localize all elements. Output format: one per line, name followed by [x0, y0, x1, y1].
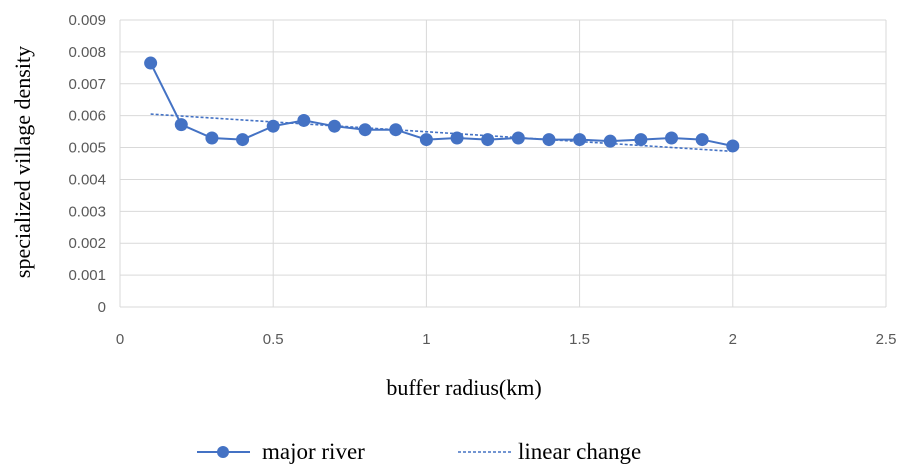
x-axis-title: buffer radius(km)	[386, 375, 541, 400]
y-tick-label: 0.001	[68, 267, 106, 284]
x-tick-label: 2	[729, 331, 737, 348]
data-point-major-river	[695, 133, 709, 147]
data-point-major-river	[603, 134, 617, 148]
data-point-major-river	[450, 131, 464, 145]
data-point-major-river	[266, 119, 280, 133]
y-tick-label: 0.007	[68, 76, 106, 93]
data-point-major-river	[389, 123, 403, 137]
y-tick-label: 0.006	[68, 108, 106, 125]
data-point-major-river	[481, 133, 495, 147]
x-tick-label: 0.5	[263, 331, 284, 348]
data-point-major-river	[358, 123, 372, 137]
y-axis-title: specialized village density	[10, 46, 35, 278]
y-tick-label: 0.004	[68, 171, 106, 188]
legend-major-river-marker	[217, 446, 229, 458]
y-tick-labels: 0 0.001 0.002 0.003 0.004 0.005 0.006 0.007 0.00…	[68, 12, 106, 316]
data-point-major-river	[542, 133, 556, 147]
data-point-major-river	[144, 56, 158, 70]
data-point-major-river	[419, 133, 433, 147]
legend: major river linear change	[197, 439, 641, 464]
x-tick-labels: 0 0.5 1 1.5 2 2.5	[116, 331, 897, 348]
legend-major-river-label: major river	[262, 439, 365, 464]
data-point-major-river	[511, 131, 525, 145]
data-point-major-river	[327, 119, 341, 133]
x-tick-label: 1	[422, 331, 430, 348]
data-point-major-river	[174, 118, 188, 132]
y-tick-label: 0	[98, 299, 106, 316]
legend-linear-change-label: linear change	[518, 439, 641, 464]
data-point-major-river	[634, 133, 648, 147]
data-point-major-river	[573, 133, 587, 147]
data-point-major-river	[726, 139, 740, 153]
data-point-major-river	[205, 131, 219, 145]
x-tick-label: 2.5	[876, 331, 897, 348]
y-tick-label: 0.005	[68, 140, 106, 157]
data-point-major-river	[665, 131, 679, 145]
series-linear-change-line	[150, 113, 733, 153]
y-tick-label: 0.009	[68, 12, 106, 29]
y-tick-label: 0.008	[68, 44, 106, 61]
gridlines	[119, 19, 887, 308]
x-tick-label: 0	[116, 331, 124, 348]
data-point-major-river	[297, 113, 311, 127]
data-point-major-river	[236, 133, 250, 147]
y-tick-label: 0.002	[68, 235, 106, 252]
x-tick-label: 1.5	[569, 331, 590, 348]
y-tick-label: 0.003	[68, 203, 106, 220]
series-group	[144, 56, 740, 153]
